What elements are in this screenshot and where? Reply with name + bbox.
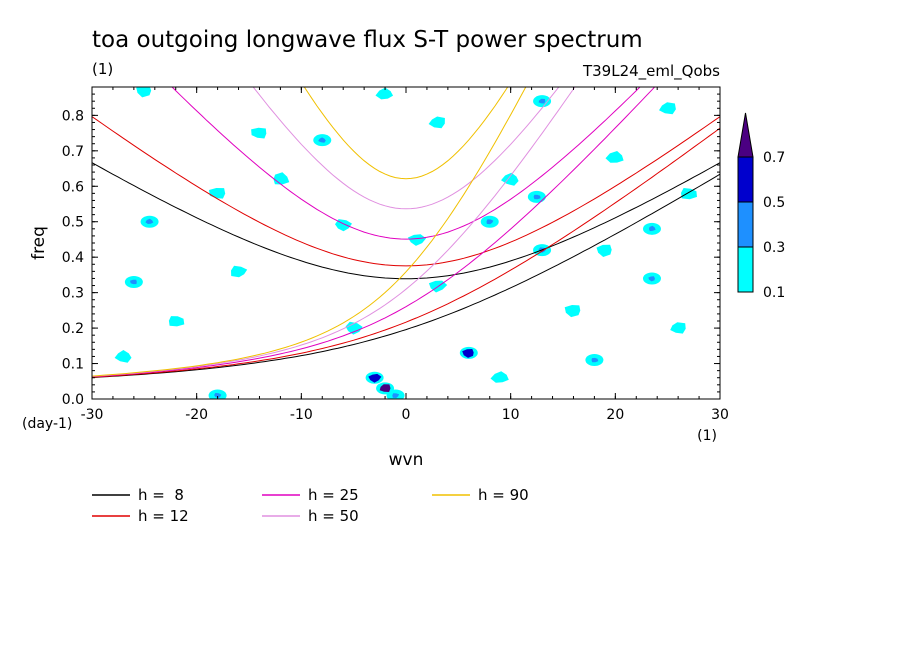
contour-patch: [462, 349, 474, 358]
colorbar-segment: [737, 156, 754, 203]
colorbar: 0.1 0.3 0.5 0.7: [737, 112, 785, 301]
y-tick-label: 0.1: [62, 357, 84, 373]
contour-patch: [670, 322, 686, 334]
contour-patch: [486, 219, 494, 225]
contour-patch: [251, 127, 267, 139]
curve-ig-90: [303, 87, 509, 180]
x-tick-label: -10: [290, 407, 313, 423]
y-tick-label: 0.6: [62, 179, 84, 195]
contour-patch: [379, 384, 391, 392]
x-tick-label: 20: [606, 407, 624, 423]
legend-label: h = 25: [308, 486, 359, 504]
x-units: (1): [697, 428, 717, 444]
contour-patch: [145, 218, 154, 224]
contour-patch: [375, 87, 394, 100]
plot-frame: [91, 86, 721, 400]
y-tick-label: 0.2: [62, 321, 84, 337]
x-tick-label: 30: [711, 407, 729, 423]
x-tick-label: 10: [502, 407, 520, 423]
legend: h = 8 h = 12 h = 25 h = 50 h = 90: [92, 486, 529, 525]
contour-patch: [596, 244, 612, 257]
contour-patch: [368, 373, 382, 383]
colorbar-segment: [737, 201, 754, 248]
contour-patch: [273, 172, 290, 185]
y-tick-label: 0.0: [62, 392, 84, 408]
y-tick-label: 0.7: [62, 144, 84, 160]
x-axis: -30 -20 -10 0 10 20 30: [81, 87, 729, 423]
curve-ig-25: [171, 87, 641, 240]
curve-ig-8: [92, 162, 720, 280]
legend-label: h = 90: [478, 486, 529, 504]
dispersion-curves: [92, 87, 720, 379]
units-label: (1): [92, 60, 113, 78]
colorbar-label: 0.1: [763, 285, 785, 301]
contour-patch: [501, 172, 519, 186]
legend-label: h = 8: [138, 486, 184, 504]
y-axis: 0.0 0.1 0.2 0.3 0.4 0.5 0.6 0.7 0.8: [62, 86, 720, 408]
run-label: T39L24_eml_Qobs: [582, 62, 720, 81]
y-tick-label: 0.3: [62, 286, 84, 302]
colorbar-label: 0.7: [763, 150, 785, 166]
curve-ig-12: [92, 116, 720, 267]
curve-mrg-50: [92, 87, 576, 377]
contour-patch: [564, 305, 581, 318]
contour-patch: [231, 265, 248, 278]
contour-patch: [428, 116, 445, 129]
colorbar-label: 0.5: [763, 195, 785, 211]
colorbar-label: 0.3: [763, 240, 785, 256]
contour-patch: [681, 188, 697, 200]
y-axis-title: freq: [29, 226, 49, 260]
x-tick-label: -30: [81, 407, 104, 423]
y-tick-label: 0.5: [62, 215, 84, 231]
contour-patch: [318, 137, 326, 143]
contour-patch: [407, 234, 427, 246]
x-tick-label: 0: [402, 407, 411, 423]
curve-mrg-90: [92, 87, 527, 377]
contour-patch: [114, 350, 132, 363]
legend-label: h = 12: [138, 507, 189, 525]
contour-patch: [591, 357, 599, 363]
curve-mrg-8: [92, 173, 720, 379]
contour-patch: [648, 276, 655, 282]
x-axis-title: wvn: [389, 450, 424, 470]
contour-fills: [114, 87, 697, 399]
contour-patch: [345, 321, 363, 335]
chart-title: toa outgoing longwave flux S-T power spe…: [92, 27, 643, 53]
contour-patch: [168, 316, 185, 327]
contour-patch: [136, 87, 152, 98]
contour-patch: [392, 393, 400, 398]
colorbar-arrow: [737, 112, 754, 158]
contour-patch: [209, 188, 226, 199]
contour-patch: [490, 371, 509, 383]
contour-patch: [533, 194, 541, 200]
contour-patch: [538, 98, 546, 104]
legend-label: h = 50: [308, 507, 359, 525]
y-units: (day-1): [22, 416, 72, 432]
curve-mrg-25: [92, 87, 656, 378]
y-tick-label: 0.8: [62, 108, 84, 124]
curve-mrg-12: [92, 127, 720, 378]
contour-patch: [659, 102, 676, 115]
contour-patch: [649, 225, 656, 232]
contour-patch: [214, 392, 222, 399]
contour-patch: [130, 279, 137, 285]
colorbar-segment: [737, 246, 754, 293]
contour-patch: [605, 151, 624, 163]
x-tick-label: -20: [185, 407, 208, 423]
curve-ig-50: [252, 87, 560, 210]
y-tick-label: 0.4: [62, 250, 84, 266]
